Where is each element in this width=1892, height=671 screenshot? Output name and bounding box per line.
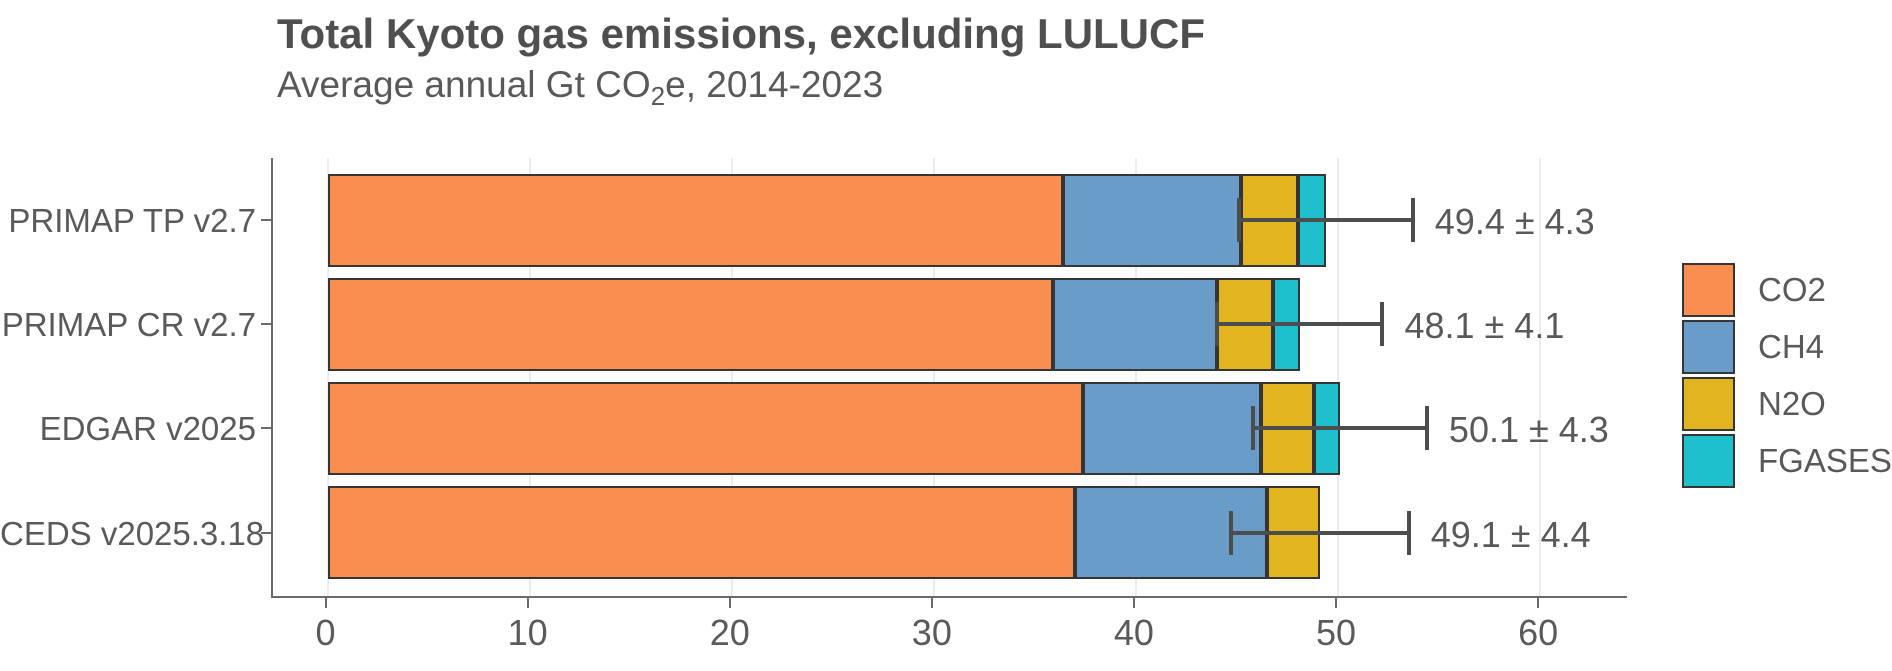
bar-segment-co2: [327, 486, 1076, 580]
bar-segment-ch4: [1083, 381, 1262, 475]
bar-segment-co2: [327, 173, 1064, 267]
legend-item-ch4: CH4: [1682, 320, 1892, 374]
gridline: [730, 158, 733, 596]
bar-segment-ch4: [1053, 277, 1217, 371]
x-axis-tick-label: 0: [315, 612, 336, 653]
y-axis-category-label: PRIMAP CR v2.7: [1, 306, 256, 344]
error-bar-cap-right: [1410, 198, 1415, 242]
y-axis-tick: [261, 323, 271, 326]
gridline: [326, 158, 329, 596]
gridline: [528, 158, 531, 596]
legend-item-fgases: FGASES: [1682, 434, 1892, 488]
x-axis-tick: [1537, 598, 1540, 608]
chart-title: Total Kyoto gas emissions, excluding LUL…: [277, 10, 1205, 57]
y-axis-category-label: PRIMAP TP v2.7: [8, 202, 256, 239]
legend-item-n2o: N2O: [1682, 377, 1892, 431]
x-axis-tick-label: 50: [1315, 612, 1357, 653]
legend-label: FGASES: [1758, 442, 1892, 479]
x-axis-tick-label: 30: [911, 612, 952, 653]
bar-segment-ch4: [1063, 173, 1241, 267]
x-axis-tick: [1335, 598, 1337, 608]
y-axis-category-label: EDGAR v2025: [39, 410, 256, 448]
error-bar-cap-right: [1406, 510, 1411, 555]
legend-swatch-n2o: [1682, 377, 1735, 431]
bar-segment-co2: [327, 277, 1054, 371]
x-axis-tick-label: 40: [1113, 612, 1154, 653]
x-axis-tick-label: 20: [709, 612, 750, 653]
gridline: [932, 158, 935, 596]
x-axis-tick: [526, 598, 529, 608]
subtitle-prefix: Average annual Gt CO: [277, 64, 651, 105]
x-axis-tick: [930, 598, 933, 608]
error-value-label: 49.4 ± 4.3: [1434, 201, 1595, 242]
y-axis-tick: [261, 219, 271, 221]
legend-swatch-ch4: [1682, 320, 1735, 374]
y-axis-tick: [261, 531, 271, 534]
legend-label: CO2: [1758, 271, 1826, 308]
error-value-label: 48.1 ± 4.1: [1404, 305, 1565, 347]
y-axis-category-label: CEDS v2025.3.18: [0, 514, 265, 552]
plot-panel: 49.4 ± 4.3 48.1 ± 4.1 50.1 ± 4.3 49.1 ± 4.4: [271, 158, 1627, 598]
legend: CO2 CH4 N2O FGASES: [1682, 263, 1892, 491]
error-bar-cap-right: [1424, 406, 1429, 451]
x-axis-tick: [324, 598, 327, 608]
subtitle-subscript: 2: [650, 81, 666, 111]
legend-swatch-co2: [1682, 263, 1735, 317]
gridline: [1539, 158, 1542, 596]
error-bar-cap-left: [1228, 510, 1233, 555]
legend-label: CH4: [1758, 328, 1825, 365]
error-bar-cap-left: [1251, 406, 1256, 451]
legend-item-co2: CO2: [1682, 263, 1892, 317]
chart-subtitle: Average annual Gt CO2e, 2014-2023: [277, 64, 883, 112]
subtitle-suffix: e, 2014-2023: [665, 64, 884, 105]
error-bar-cap-left: [1214, 302, 1219, 347]
legend-label: N2O: [1758, 385, 1826, 422]
error-bar: [1253, 426, 1427, 431]
x-axis-tick: [1132, 598, 1135, 608]
error-bar: [1238, 218, 1413, 222]
x-axis-tick: [728, 598, 731, 608]
gridline: [1337, 158, 1339, 596]
bar-segment-co2: [327, 381, 1084, 475]
error-bar-cap-left: [1236, 198, 1241, 242]
error-bar-cap-right: [1380, 302, 1385, 347]
y-axis-tick: [261, 427, 271, 430]
error-value-label: 49.1 ± 4.4: [1430, 513, 1591, 555]
x-axis-tick-label: 60: [1518, 612, 1559, 653]
legend-swatch-fgases: [1682, 434, 1735, 488]
error-bar: [1216, 322, 1383, 327]
error-bar: [1230, 530, 1409, 535]
x-axis-tick-label: 10: [507, 612, 548, 653]
error-value-label: 50.1 ± 4.3: [1448, 409, 1609, 451]
gridline: [1134, 158, 1137, 596]
